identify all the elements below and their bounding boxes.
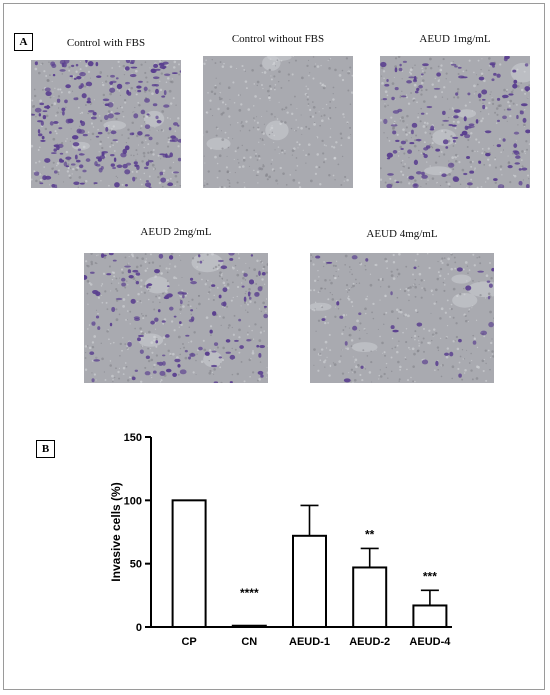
bar-aeud-1 xyxy=(292,534,327,628)
caption-control-without-fbs: Control without FBS xyxy=(231,33,325,45)
micrograph-control-without-fbs xyxy=(203,56,353,188)
y-tick-label: 50 xyxy=(130,559,142,571)
x-tick-label: AEUD-4 xyxy=(409,636,451,648)
y-tick-label: 100 xyxy=(124,495,142,507)
caption-control-with-fbs: Control with FBS xyxy=(66,37,146,49)
y-axis-label: Invasive cells (%) xyxy=(109,482,123,581)
micrograph-control-with-fbs xyxy=(31,60,181,188)
x-tick-label: AEUD-2 xyxy=(349,636,390,648)
caption-aeud-4: AEUD 4mg/mL xyxy=(366,228,438,240)
bar-aeud-2 xyxy=(352,566,388,629)
figure-frame xyxy=(3,3,545,690)
y-tick-label: 0 xyxy=(136,622,142,634)
micrograph-aeud-2 xyxy=(84,253,268,383)
panel-a-label: A xyxy=(14,33,33,51)
micrograph-aeud-1 xyxy=(380,56,530,188)
significance-marker: ** xyxy=(365,527,375,541)
x-tick-label: AEUD-1 xyxy=(289,636,330,648)
micrograph-aeud-4 xyxy=(310,253,494,383)
significance-marker: **** xyxy=(240,586,259,600)
caption-aeud-2: AEUD 2mg/mL xyxy=(140,226,212,238)
bar-cn xyxy=(231,624,267,629)
y-tick-label: 150 xyxy=(124,432,142,444)
significance-marker: *** xyxy=(423,569,437,583)
bar-cp xyxy=(171,499,207,629)
panel-b-label: B xyxy=(36,440,55,458)
x-tick-label: CP xyxy=(181,636,196,648)
caption-aeud-1: AEUD 1mg/mL xyxy=(419,33,491,45)
bar-aeud-4 xyxy=(412,604,448,629)
x-tick-label: CN xyxy=(241,636,257,648)
